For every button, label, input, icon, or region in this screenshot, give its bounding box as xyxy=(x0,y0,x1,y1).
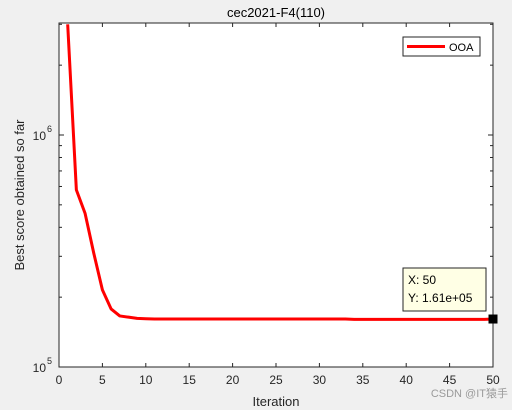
x-tick-label: 45 xyxy=(443,373,457,387)
x-tick-label: 5 xyxy=(99,373,106,387)
x-tick-label: 15 xyxy=(183,373,197,387)
x-tick-label: 20 xyxy=(226,373,240,387)
series-layer xyxy=(66,24,493,321)
chart-title: cec2021-F4(110) xyxy=(227,5,325,20)
x-tick-label: 35 xyxy=(356,373,370,387)
legend-label-ooa: OOA xyxy=(449,42,474,54)
x-tick-label: 50 xyxy=(486,373,500,387)
y-axis-label: Best score obtained so far xyxy=(12,119,27,271)
legend: OOA xyxy=(402,36,481,57)
datatip-marker[interactable] xyxy=(488,314,498,324)
datatip-x-text: X: 50 xyxy=(408,273,436,287)
x-axis-ticks: 0 5 10 15 20 25 30 35 40 45 50 xyxy=(56,23,500,387)
y-tick-exponent: 5 xyxy=(47,356,52,366)
x-tick-label: 40 xyxy=(400,373,414,387)
y-tick-exponent: 6 xyxy=(47,124,52,134)
x-tick-label: 25 xyxy=(269,373,283,387)
axes-box xyxy=(58,22,494,368)
x-tick-label: 0 xyxy=(56,373,63,387)
series-line-ooa xyxy=(66,24,493,321)
datatip-y-text: Y: 1.61e+05 xyxy=(408,291,473,305)
datatip: X: 50 Y: 1.61e+05 xyxy=(402,267,498,324)
y-tick-label: 10 xyxy=(33,361,47,375)
y-tick-label: 10 xyxy=(33,129,47,143)
x-axis-label: Iteration xyxy=(253,394,300,409)
x-tick-label: 10 xyxy=(139,373,153,387)
x-tick-label: 30 xyxy=(313,373,327,387)
watermark: CSDN @IT猿手 xyxy=(431,386,508,400)
datatip-box xyxy=(402,267,487,312)
